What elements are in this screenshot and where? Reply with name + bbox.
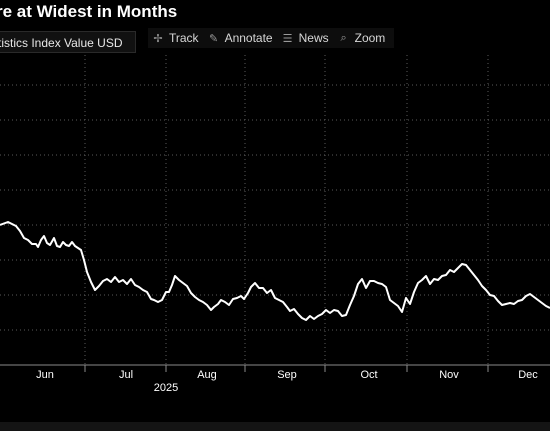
annotate-label: Annotate <box>224 31 273 45</box>
news-button[interactable]: ☰ News <box>278 28 334 48</box>
chart-title: re at Widest in Months <box>0 2 178 21</box>
chart-toolbar: ✢ Track ✎ Annotate ☰ News ⌕ Zoom <box>148 28 394 48</box>
x-tick-label-dec: Dec <box>518 369 538 381</box>
pencil-icon: ✎ <box>208 32 219 45</box>
x-tick-label-aug: Aug <box>197 369 217 381</box>
x-tick-label-sep: Sep <box>277 369 297 381</box>
series-line <box>0 221 550 321</box>
zoom-label: Zoom <box>354 31 386 45</box>
x-axis-year-label: 2025 <box>154 382 178 394</box>
horizontal-gridlines <box>0 84 550 331</box>
x-tick-label-jun: Jun <box>36 369 54 381</box>
x-tick-label-oct: Oct <box>360 369 377 381</box>
legend-entry[interactable]: tistics Index Value USD <box>0 31 136 53</box>
annotate-button[interactable]: ✎ Annotate <box>204 28 278 48</box>
x-tick-label-nov: Nov <box>439 369 459 381</box>
news-label: News <box>298 31 329 45</box>
track-label: Track <box>169 31 199 45</box>
x-axis-ticks: Jun Jul Aug Sep Oct Nov Dec <box>36 365 538 381</box>
zoom-button[interactable]: ⌕ Zoom <box>334 28 391 48</box>
vertical-gridlines <box>84 55 489 365</box>
legend-label: tistics Index Value USD <box>0 36 123 50</box>
crosshair-icon: ✢ <box>153 32 163 45</box>
x-tick-label-jul: Jul <box>119 369 133 381</box>
magnifier-icon: ⌕ <box>340 31 347 44</box>
news-icon: ☰ <box>282 32 293 45</box>
track-button[interactable]: ✢ Track <box>148 28 204 48</box>
bottom-band <box>0 422 550 431</box>
